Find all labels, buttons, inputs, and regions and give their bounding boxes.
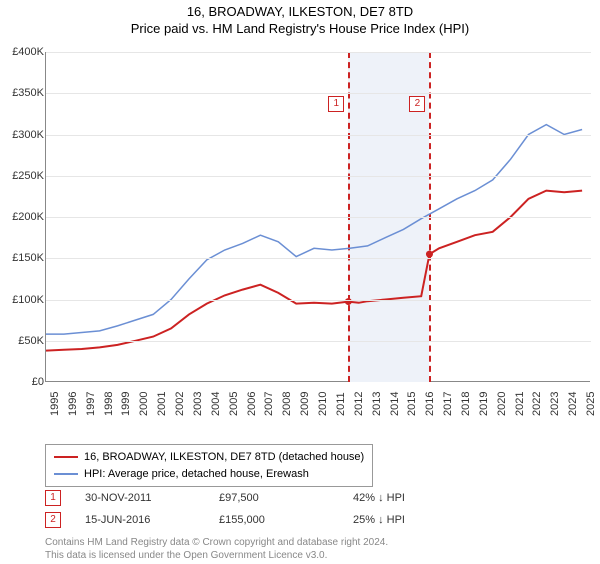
x-axis-label: 2008 — [281, 392, 293, 416]
y-axis-label: £150K — [0, 252, 44, 264]
sale-num-1: 1 — [45, 490, 61, 506]
x-axis-label: 2025 — [585, 392, 597, 416]
grid-line — [46, 217, 591, 218]
sale-date-2: 15-JUN-2016 — [85, 514, 195, 526]
x-axis-label: 2018 — [460, 392, 472, 416]
grid-line — [46, 300, 591, 301]
sale-num-2: 2 — [45, 512, 61, 528]
x-axis-label: 1999 — [120, 392, 132, 416]
marker-label-1: 1 — [328, 96, 344, 112]
x-axis-label: 2023 — [549, 392, 561, 416]
x-axis-label: 2002 — [174, 392, 186, 416]
x-axis-label: 2005 — [228, 392, 240, 416]
y-axis-label: £300K — [0, 129, 44, 141]
x-axis-label: 2009 — [299, 392, 311, 416]
sale-row-2: 2 15-JUN-2016 £155,000 25% ↓ HPI — [45, 512, 463, 528]
grid-line — [46, 176, 591, 177]
x-axis-label: 2021 — [514, 392, 526, 416]
footer-line-1: Contains HM Land Registry data © Crown c… — [45, 536, 388, 549]
marker-label-2: 2 — [409, 96, 425, 112]
x-axis-label: 2001 — [156, 392, 168, 416]
sale-price-1: £97,500 — [219, 492, 329, 504]
legend: 16, BROADWAY, ILKESTON, DE7 8TD (detache… — [45, 444, 373, 487]
x-axis-label: 2010 — [317, 392, 329, 416]
sale-row-1: 1 30-NOV-2011 £97,500 42% ↓ HPI — [45, 490, 463, 506]
x-axis-label: 1995 — [49, 392, 61, 416]
data-point — [426, 251, 433, 258]
x-axis-label: 2012 — [353, 392, 365, 416]
x-axis-label: 2011 — [335, 392, 347, 416]
x-axis-label: 1998 — [103, 392, 115, 416]
x-axis-label: 2024 — [567, 392, 579, 416]
chart-subtitle: Price paid vs. HM Land Registry's House … — [0, 21, 600, 36]
y-axis-label: £100K — [0, 294, 44, 306]
legend-swatch-2 — [54, 473, 78, 475]
x-axis-label: 2007 — [263, 392, 275, 416]
x-axis-label: 2004 — [210, 392, 222, 416]
chart-area: 1 2 199519961997199819992000200120022003… — [45, 52, 590, 410]
x-axis-label: 2003 — [192, 392, 204, 416]
y-axis-label: £400K — [0, 46, 44, 58]
x-axis-label: 2014 — [389, 392, 401, 416]
y-axis-label: £200K — [0, 211, 44, 223]
grid-line — [46, 52, 591, 53]
x-axis-label: 2022 — [531, 392, 543, 416]
footer-line-2: This data is licensed under the Open Gov… — [45, 549, 388, 562]
y-axis-label: £250K — [0, 170, 44, 182]
x-axis-label: 1996 — [67, 392, 79, 416]
y-axis-label: £50K — [0, 335, 44, 347]
x-axis-label: 2019 — [478, 392, 490, 416]
y-axis-label: £350K — [0, 87, 44, 99]
x-axis-label: 2000 — [138, 392, 150, 416]
x-axis-label: 2013 — [371, 392, 383, 416]
sale-date-1: 30-NOV-2011 — [85, 492, 195, 504]
legend-item-2: HPI: Average price, detached house, Erew… — [54, 466, 364, 483]
chart-title: 16, BROADWAY, ILKESTON, DE7 8TD — [0, 4, 600, 19]
footer: Contains HM Land Registry data © Crown c… — [45, 536, 388, 562]
x-axis-label: 2020 — [496, 392, 508, 416]
sale-delta-1: 42% ↓ HPI — [353, 492, 463, 504]
y-axis-label: £0 — [0, 376, 44, 388]
grid-line — [46, 258, 591, 259]
grid-line — [46, 93, 591, 94]
plot-region: 1 2 — [45, 52, 590, 382]
x-axis-label: 2006 — [246, 392, 258, 416]
grid-line — [46, 135, 591, 136]
legend-item-1: 16, BROADWAY, ILKESTON, DE7 8TD (detache… — [54, 449, 364, 466]
grid-line — [46, 341, 591, 342]
sales-table: 1 30-NOV-2011 £97,500 42% ↓ HPI 2 15-JUN… — [45, 490, 463, 534]
x-axis-label: 1997 — [85, 392, 97, 416]
sale-price-2: £155,000 — [219, 514, 329, 526]
legend-swatch-1 — [54, 456, 78, 458]
series-price_paid — [46, 191, 582, 351]
legend-label-1: 16, BROADWAY, ILKESTON, DE7 8TD (detache… — [84, 449, 364, 466]
sale-delta-2: 25% ↓ HPI — [353, 514, 463, 526]
x-axis-label: 2016 — [424, 392, 436, 416]
legend-label-2: HPI: Average price, detached house, Erew… — [84, 466, 309, 483]
x-axis-label: 2015 — [406, 392, 418, 416]
x-axis-label: 2017 — [442, 392, 454, 416]
